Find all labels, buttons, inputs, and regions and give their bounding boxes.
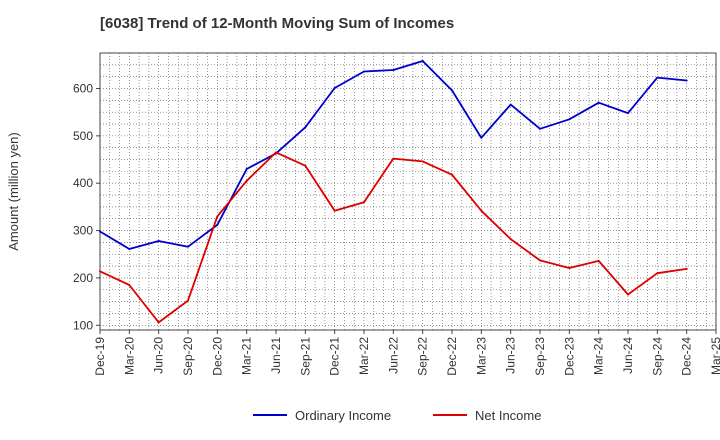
x-tick-label: Mar-20 [122,337,136,375]
y-tick-labels: 100 200 300 400 500 600 [73,82,100,332]
y-tick-label: 600 [73,82,93,96]
legend-label-net-income: Net Income [475,408,541,423]
x-tick-label: Mar-22 [357,337,371,375]
data-point-ordinary-income [421,60,424,63]
data-point-ordinary-income [363,70,365,73]
data-point-net-income [275,151,277,154]
x-tick-label: Sep-22 [416,337,430,376]
y-tick-label: 100 [73,318,93,332]
data-point-ordinary-income [157,239,160,242]
y-tick-label: 400 [73,176,93,190]
data-point-net-income [363,201,365,204]
data-point-ordinary-income [627,112,629,115]
plot-frame [99,52,717,331]
x-tick-label: Dec-22 [445,337,459,376]
data-point-net-income [216,215,219,218]
data-point-net-income [539,259,541,262]
data-point-ordinary-income [480,136,483,139]
data-point-ordinary-income [216,223,219,226]
data-point-net-income [333,209,336,212]
x-tick-label: Sep-21 [298,337,312,376]
data-point-ordinary-income [333,87,336,90]
x-tick-label: Jun-23 [504,337,518,374]
data-point-net-income [187,299,189,302]
x-tick-label: Jun-22 [386,337,400,374]
data-point-net-income [656,272,659,275]
x-tick-label: Sep-20 [181,337,195,376]
y-axis-label: Amount (million yen) [6,132,21,251]
data-point-net-income [451,173,453,176]
x-tick-label: Sep-24 [650,337,664,376]
data-point-net-income [392,157,395,160]
grid-lines [100,53,716,330]
data-point-ordinary-income [539,127,541,130]
x-tick-label: Mar-23 [474,337,488,375]
x-tick-label: Mar-24 [592,337,606,375]
x-tick-label: Dec-20 [210,337,224,376]
data-point-net-income [421,160,424,163]
data-point-ordinary-income [187,245,189,248]
data-point-net-income [99,270,101,273]
x-tick-label: Dec-24 [680,337,694,376]
data-point-ordinary-income [685,79,688,82]
x-tick-label: Sep-23 [533,337,547,376]
x-tick-label: Mar-25 [709,337,720,375]
x-tick-label: Dec-21 [328,337,342,376]
data-point-net-income [685,267,688,270]
data-point-net-income [627,293,629,296]
data-point-net-income [245,179,248,182]
data-point-net-income [568,266,571,269]
data-point-ordinary-income [597,101,600,104]
y-tick-label: 200 [73,271,93,285]
data-point-ordinary-income [99,230,101,233]
data-point-ordinary-income [568,118,571,121]
data-point-ordinary-income [392,69,395,72]
chart-title: [6038] Trend of 12-Month Moving Sum of I… [100,15,455,32]
x-tick-label: Dec-23 [562,337,576,376]
data-point-net-income [597,259,600,262]
x-tick-labels: Dec-19 Mar-20 Jun-20 Sep-20 Dec-20 Mar-21 Jun-… [93,330,720,376]
data-point-ordinary-income [509,103,512,106]
data-point-ordinary-income [245,168,248,171]
data-point-net-income [480,209,483,212]
legend: Ordinary Income Net Income [253,408,541,423]
y-tick-label: 500 [73,129,93,143]
data-point-net-income [157,321,160,324]
data-point-ordinary-income [128,248,131,251]
data-point-net-income [304,164,307,167]
data-point-ordinary-income [656,76,659,79]
x-tick-label: Mar-21 [240,337,254,375]
data-point-ordinary-income [451,89,453,92]
data-point-net-income [128,284,131,287]
legend-label-ordinary-income: Ordinary Income [295,408,391,423]
data-point-net-income [509,238,512,241]
y-tick-label: 300 [73,224,93,238]
x-tick-label: Jun-21 [269,337,283,374]
x-tick-label: Jun-24 [621,337,635,374]
data-point-ordinary-income [304,126,307,129]
x-tick-label: Jun-20 [152,337,166,374]
data-series [99,60,688,324]
x-tick-label: Dec-19 [93,337,107,376]
